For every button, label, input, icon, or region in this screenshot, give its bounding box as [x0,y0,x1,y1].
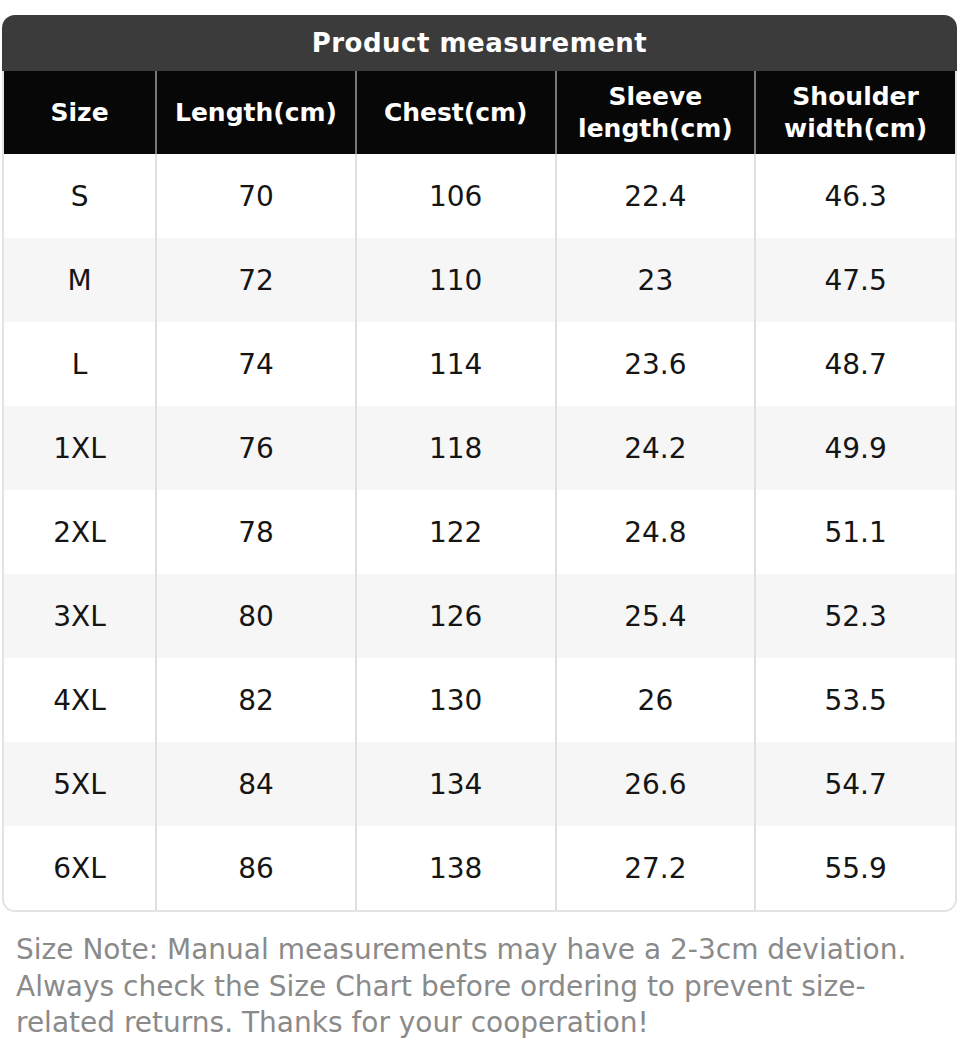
size-cell: S [4,154,156,238]
table-header-row: SizeLength(cm)Chest(cm)Sleeve length(cm)… [4,71,955,154]
title-bar: Product measurement [2,15,957,71]
column-header: Shoulder width(cm) [755,71,955,154]
size-cell: L [4,322,156,406]
value-cell: 47.5 [755,238,955,322]
size-cell: M [4,238,156,322]
value-cell: 55.9 [755,826,955,910]
table-row: S7010622.446.3 [4,154,955,238]
table-row: L7411423.648.7 [4,322,955,406]
table-row: M721102347.5 [4,238,955,322]
value-cell: 27.2 [556,826,756,910]
value-cell: 54.7 [755,742,955,826]
table-row: 6XL8613827.255.9 [4,826,955,910]
value-cell: 70 [156,154,356,238]
measurement-card: Product measurement SizeLength(cm)Chest(… [2,15,957,912]
value-cell: 48.7 [755,322,955,406]
value-cell: 82 [156,658,356,742]
size-table-container: SizeLength(cm)Chest(cm)Sleeve length(cm)… [2,71,957,912]
column-header: Length(cm) [156,71,356,154]
column-header: Size [4,71,156,154]
value-cell: 24.2 [556,406,756,490]
value-cell: 110 [356,238,556,322]
table-row: 2XL7812224.851.1 [4,490,955,574]
value-cell: 23 [556,238,756,322]
value-cell: 23.6 [556,322,756,406]
size-table: SizeLength(cm)Chest(cm)Sleeve length(cm)… [4,71,955,910]
value-cell: 24.8 [556,490,756,574]
table-row: 5XL8413426.654.7 [4,742,955,826]
value-cell: 80 [156,574,356,658]
value-cell: 26 [556,658,756,742]
size-cell: 4XL [4,658,156,742]
value-cell: 114 [356,322,556,406]
page-title: Product measurement [312,28,648,58]
value-cell: 86 [156,826,356,910]
value-cell: 134 [356,742,556,826]
size-cell: 3XL [4,574,156,658]
value-cell: 49.9 [755,406,955,490]
value-cell: 26.6 [556,742,756,826]
value-cell: 130 [356,658,556,742]
value-cell: 76 [156,406,356,490]
value-cell: 22.4 [556,154,756,238]
value-cell: 25.4 [556,574,756,658]
size-cell: 1XL [4,406,156,490]
value-cell: 118 [356,406,556,490]
value-cell: 72 [156,238,356,322]
table-row: 4XL821302653.5 [4,658,955,742]
column-header: Sleeve length(cm) [556,71,756,154]
table-row: 1XL7611824.249.9 [4,406,955,490]
size-cell: 5XL [4,742,156,826]
value-cell: 106 [356,154,556,238]
value-cell: 126 [356,574,556,658]
column-header: Chest(cm) [356,71,556,154]
value-cell: 74 [156,322,356,406]
size-cell: 6XL [4,826,156,910]
value-cell: 52.3 [755,574,955,658]
value-cell: 46.3 [755,154,955,238]
value-cell: 78 [156,490,356,574]
table-row: 3XL8012625.452.3 [4,574,955,658]
value-cell: 84 [156,742,356,826]
size-note: Size Note: Manual measurements may have … [16,932,931,1042]
value-cell: 51.1 [755,490,955,574]
value-cell: 122 [356,490,556,574]
size-cell: 2XL [4,490,156,574]
value-cell: 53.5 [755,658,955,742]
value-cell: 138 [356,826,556,910]
